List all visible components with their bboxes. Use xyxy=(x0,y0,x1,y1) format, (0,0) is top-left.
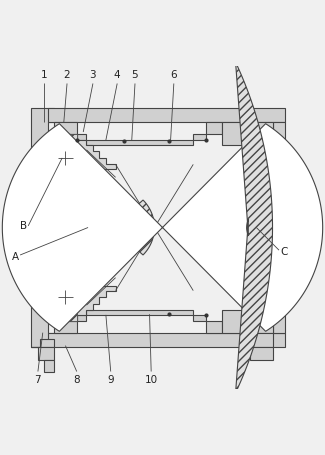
Text: 4: 4 xyxy=(114,71,121,81)
Text: 3: 3 xyxy=(90,71,96,81)
Polygon shape xyxy=(32,108,54,347)
Polygon shape xyxy=(54,321,77,333)
Polygon shape xyxy=(236,62,273,393)
Polygon shape xyxy=(252,286,273,310)
Text: B: B xyxy=(20,221,27,231)
Polygon shape xyxy=(2,124,323,331)
Text: 8: 8 xyxy=(73,374,80,384)
Polygon shape xyxy=(48,108,285,122)
Text: 2: 2 xyxy=(64,71,70,81)
Polygon shape xyxy=(193,315,206,321)
Polygon shape xyxy=(86,140,193,145)
Polygon shape xyxy=(222,310,273,333)
Polygon shape xyxy=(193,134,206,140)
Polygon shape xyxy=(54,134,77,169)
Polygon shape xyxy=(48,333,285,347)
Polygon shape xyxy=(250,347,273,360)
Text: 6: 6 xyxy=(171,71,177,81)
Polygon shape xyxy=(252,145,273,169)
Polygon shape xyxy=(77,315,86,321)
Text: 7: 7 xyxy=(34,374,41,384)
Polygon shape xyxy=(36,179,154,276)
Polygon shape xyxy=(32,339,54,347)
Polygon shape xyxy=(45,360,54,371)
Text: 10: 10 xyxy=(145,374,158,384)
Polygon shape xyxy=(54,134,116,169)
Polygon shape xyxy=(38,347,54,360)
Polygon shape xyxy=(206,122,222,134)
Polygon shape xyxy=(243,333,273,347)
Text: 1: 1 xyxy=(41,71,48,81)
Circle shape xyxy=(58,151,72,165)
Text: C: C xyxy=(280,247,288,257)
Polygon shape xyxy=(54,286,116,321)
Text: 9: 9 xyxy=(107,374,114,384)
Polygon shape xyxy=(273,122,285,333)
Polygon shape xyxy=(206,321,222,333)
Circle shape xyxy=(58,290,72,304)
Polygon shape xyxy=(54,122,77,134)
Polygon shape xyxy=(77,134,86,140)
Text: A: A xyxy=(12,252,19,262)
Polygon shape xyxy=(222,122,273,145)
Text: 5: 5 xyxy=(132,71,138,81)
Polygon shape xyxy=(86,310,193,315)
Polygon shape xyxy=(60,182,95,273)
Polygon shape xyxy=(54,286,77,321)
